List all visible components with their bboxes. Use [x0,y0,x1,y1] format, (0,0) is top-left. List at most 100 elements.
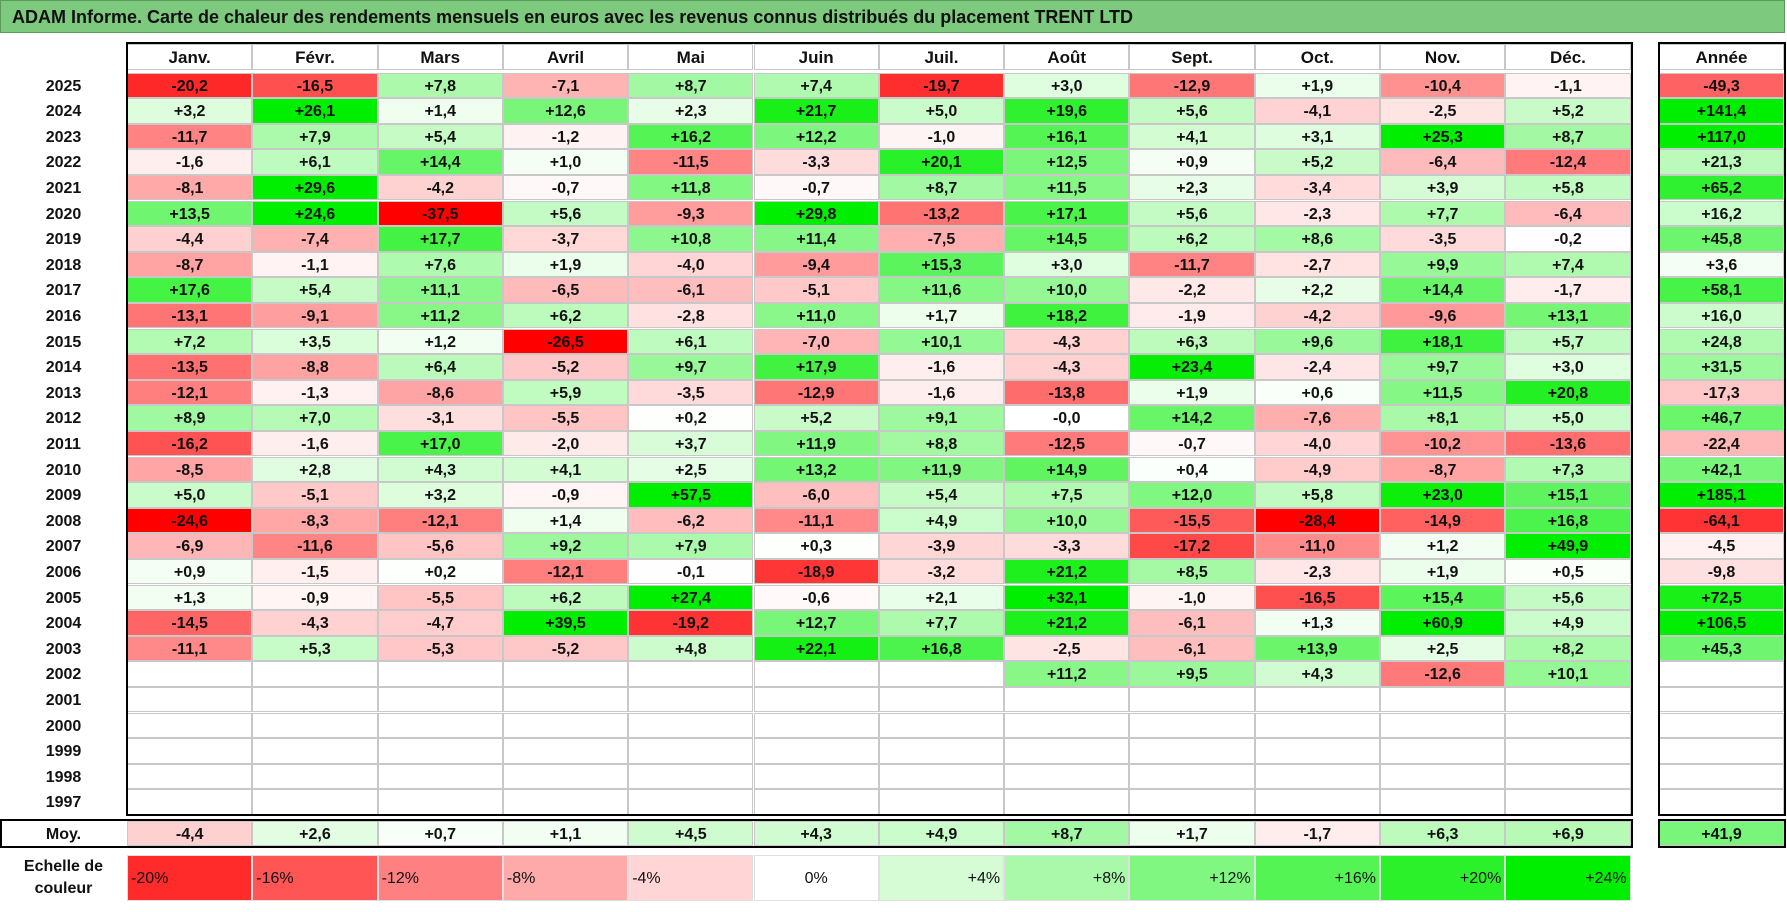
year-label: 2025 [0,72,127,99]
heatmap-cell: -5,2 [502,354,629,380]
month-header: Févr. [252,44,378,70]
heatmap-cell: +27,4 [628,584,754,611]
heatmap-cell: -1,6 [878,354,1005,380]
heatmap-cell [252,789,378,815]
heatmap-cell: -4,3 [1004,354,1130,380]
heatmap-cell: -1,6 [127,149,253,175]
heatmap-cell: -0,6 [753,584,879,611]
annual-cell: +45,3 [1659,635,1784,662]
heatmap-cell: +17,0 [377,430,503,457]
heatmap-cell [252,686,378,713]
heatmap-cell: +5,2 [1505,98,1631,124]
heatmap-cell: -2,3 [1254,200,1380,227]
heatmap-cell: -6,4 [1380,149,1506,175]
heatmap-cell: +11,6 [878,277,1005,303]
heatmap-cell: -12,1 [377,507,503,534]
heatmap-cell: -4,0 [1254,430,1380,457]
heatmap-cell: +0,3 [753,533,879,559]
heatmap-cell: -2,0 [502,430,629,457]
title-bar: ADAM Informe. Carte de chaleur des rende… [0,0,1785,33]
annual-cell: -49,3 [1659,72,1784,99]
heatmap-cell: -4,3 [252,610,378,636]
heatmap-cell: -14,9 [1380,507,1506,534]
year-label: 2016 [0,302,127,329]
heatmap-cell [1380,763,1506,790]
heatmap-cell: +6,2 [1129,226,1255,252]
heatmap-cell: +12,5 [1004,149,1130,175]
heatmap-cell [377,712,503,739]
heatmap-cell: +21,2 [1004,558,1130,585]
heatmap-cell: +2,8 [252,456,378,483]
heatmap-cell: +15,1 [1505,482,1631,508]
heatmap-cell: -7,6 [1254,405,1380,431]
average-cell: +6,9 [1505,820,1631,847]
heatmap-cell: +60,9 [1380,610,1506,636]
heatmap-cell [878,738,1005,764]
scale-step: -16% [252,854,378,901]
heatmap-cell: +11,9 [753,430,879,457]
heatmap-cell [377,661,503,687]
heatmap-cell: +8,6 [1254,226,1380,252]
heatmap-cell: -10,4 [1380,72,1506,99]
heatmap-cell: -12,9 [1129,72,1255,99]
annual-cell: +24,8 [1659,328,1784,355]
year-label: 2015 [0,328,127,355]
heatmap-cell: -6,1 [628,277,754,303]
heatmap-cell: +7,7 [878,610,1005,636]
heatmap-cell: -16,2 [127,430,253,457]
annual-cell: +16,0 [1659,302,1784,329]
average-label: Moy. [0,820,127,847]
heatmap-cell: +9,6 [1254,328,1380,355]
heatmap-cell: +3,2 [127,98,253,124]
heatmap-cell [753,789,879,815]
annual-cell: -17,3 [1659,379,1784,406]
annual-cell [1659,661,1784,687]
heatmap-cell: +14,4 [1380,277,1506,303]
annual-cell: +45,8 [1659,226,1784,252]
month-header: Sept. [1129,44,1255,70]
year-label: 2014 [0,354,127,380]
heatmap-cell: -3,3 [1004,533,1130,559]
heatmap-cell [628,661,754,687]
heatmap-cell: +0,2 [377,558,503,585]
heatmap-cell: -0,7 [502,174,629,201]
heatmap-cell [252,712,378,739]
heatmap-cell: -5,2 [502,635,629,662]
heatmap-cell [878,789,1005,815]
heatmap-cell: +5,6 [1129,200,1255,227]
heatmap-cell: +20,8 [1505,379,1631,406]
annual-cell: +16,2 [1659,200,1784,227]
heatmap-cell: +5,6 [1129,98,1255,124]
heatmap-cell [1505,789,1631,815]
heatmap-cell: +11,8 [628,174,754,201]
heatmap-cell: +11,5 [1380,379,1506,406]
heatmap-cell: +7,4 [1505,251,1631,278]
annual-cell [1659,686,1784,713]
heatmap-cell [127,738,253,764]
heatmap-cell [753,686,879,713]
heatmap-cell: -1,5 [252,558,378,585]
heatmap-cell: +11,1 [377,277,503,303]
heatmap-cell [502,763,629,790]
heatmap-cell: -11,5 [628,149,754,175]
heatmap-cell: +29,6 [252,174,378,201]
scale-step: +12% [1129,854,1255,901]
heatmap-cell: +7,9 [252,123,378,150]
heatmap-cell: +2,3 [628,98,754,124]
heatmap-cell: +5,8 [1505,174,1631,201]
year-label: 2007 [0,533,127,559]
heatmap-cell: -11,7 [1129,251,1255,278]
average-cell: +1,1 [502,820,629,847]
heatmap-cell: +18,1 [1380,328,1506,355]
heatmap-cell [377,763,503,790]
heatmap-cell: -0,1 [628,558,754,585]
heatmap-cell: -12,6 [1380,661,1506,687]
heatmap-cell: +1,4 [502,507,629,534]
year-label: 2005 [0,584,127,611]
heatmap-cell [1129,686,1255,713]
heatmap-cell [377,789,503,815]
heatmap-cell: +6,2 [502,584,629,611]
annual-cell: +65,2 [1659,174,1784,201]
month-header: Déc. [1505,44,1631,70]
heatmap-cell: +13,1 [1505,302,1631,329]
